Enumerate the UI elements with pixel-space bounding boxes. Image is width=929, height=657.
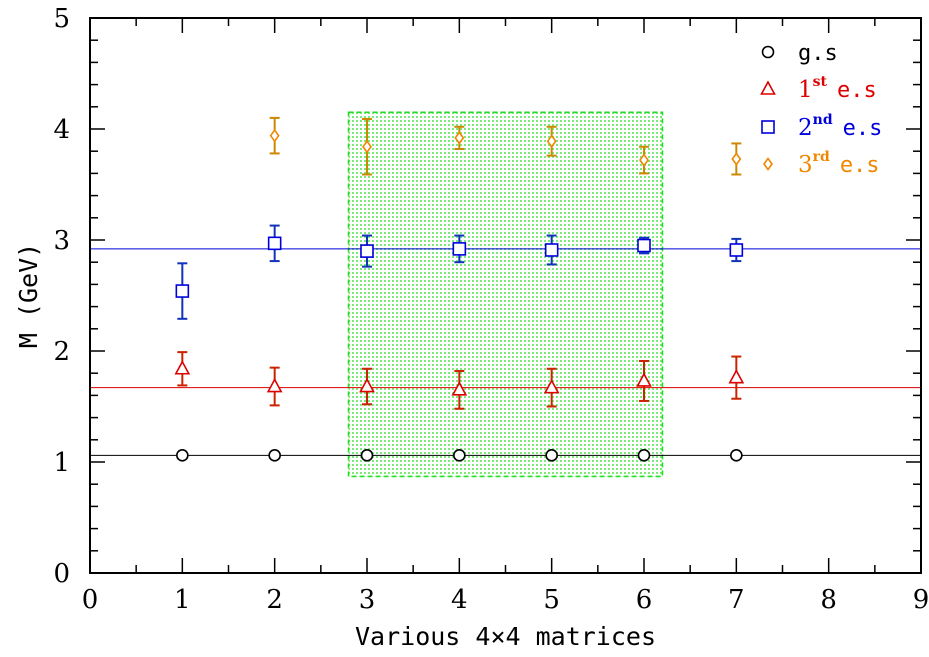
data-point xyxy=(452,242,467,256)
x-tick-label: 7 xyxy=(728,585,745,615)
fit-lines-layer xyxy=(90,248,921,456)
legend-entry: 3rd e.s xyxy=(798,149,880,178)
data-point xyxy=(174,360,191,375)
x-axis-label: Various 4×4 matrices xyxy=(355,622,656,651)
data-point xyxy=(451,381,468,396)
highlight-region-layer xyxy=(347,111,664,478)
data-point xyxy=(637,238,651,253)
x-tick-label: 4 xyxy=(451,585,468,615)
legend-entry: g.s xyxy=(798,41,838,66)
x-tick-label: 9 xyxy=(913,585,929,615)
markers-layer xyxy=(174,128,745,462)
y-tick-label: 1 xyxy=(53,448,70,478)
legend-entry: 2nd e.s xyxy=(798,112,882,141)
legend-marker xyxy=(761,45,775,59)
legend-entry: 1st e.s xyxy=(798,74,877,103)
data-point xyxy=(543,378,560,394)
x-tick-label: 0 xyxy=(82,585,99,615)
y-tick-label: 3 xyxy=(53,226,70,256)
y-tick-label: 0 xyxy=(53,559,70,589)
legend-marker xyxy=(763,157,773,171)
data-point xyxy=(544,243,559,257)
data-point xyxy=(729,243,744,257)
data-point xyxy=(637,449,651,462)
y-axis-label: M (GeV) xyxy=(14,243,43,348)
y-tick-label: 5 xyxy=(53,4,70,34)
data-point xyxy=(267,236,282,251)
x-tick-label: 8 xyxy=(820,585,837,615)
data-point xyxy=(728,368,745,384)
x-tick-label: 6 xyxy=(636,585,653,615)
legend-marker xyxy=(761,120,775,134)
data-point xyxy=(636,372,652,387)
data-point xyxy=(730,449,743,462)
highlight-region xyxy=(347,111,664,478)
x-tick-label: 2 xyxy=(266,585,283,615)
data-point xyxy=(639,153,649,167)
data-point xyxy=(175,284,190,298)
data-point xyxy=(360,449,374,462)
x-tick-label: 1 xyxy=(174,585,191,615)
legend-marker xyxy=(760,80,776,95)
data-point xyxy=(268,449,281,462)
data-point xyxy=(359,377,375,393)
data-point xyxy=(546,134,557,149)
y-tick-label: 4 xyxy=(53,115,70,145)
data-point xyxy=(731,152,742,166)
data-point xyxy=(269,128,280,143)
data-point xyxy=(266,377,283,393)
legend: g.s 1st e.s 2nd e.s 3rd e.s xyxy=(760,41,882,178)
data-point xyxy=(362,139,372,154)
x-tick-label: 5 xyxy=(543,585,560,615)
data-point xyxy=(360,244,374,258)
data-point xyxy=(453,449,466,462)
y-tick-label: 2 xyxy=(53,337,70,367)
data-point xyxy=(454,131,465,145)
x-tick-label: 3 xyxy=(359,585,376,615)
data-point xyxy=(545,449,558,462)
ticks-layer: 0 1 2 3 4 5 6 7 8 9 0 1 2 3 4 5 xyxy=(53,4,929,615)
data-point xyxy=(176,449,189,462)
